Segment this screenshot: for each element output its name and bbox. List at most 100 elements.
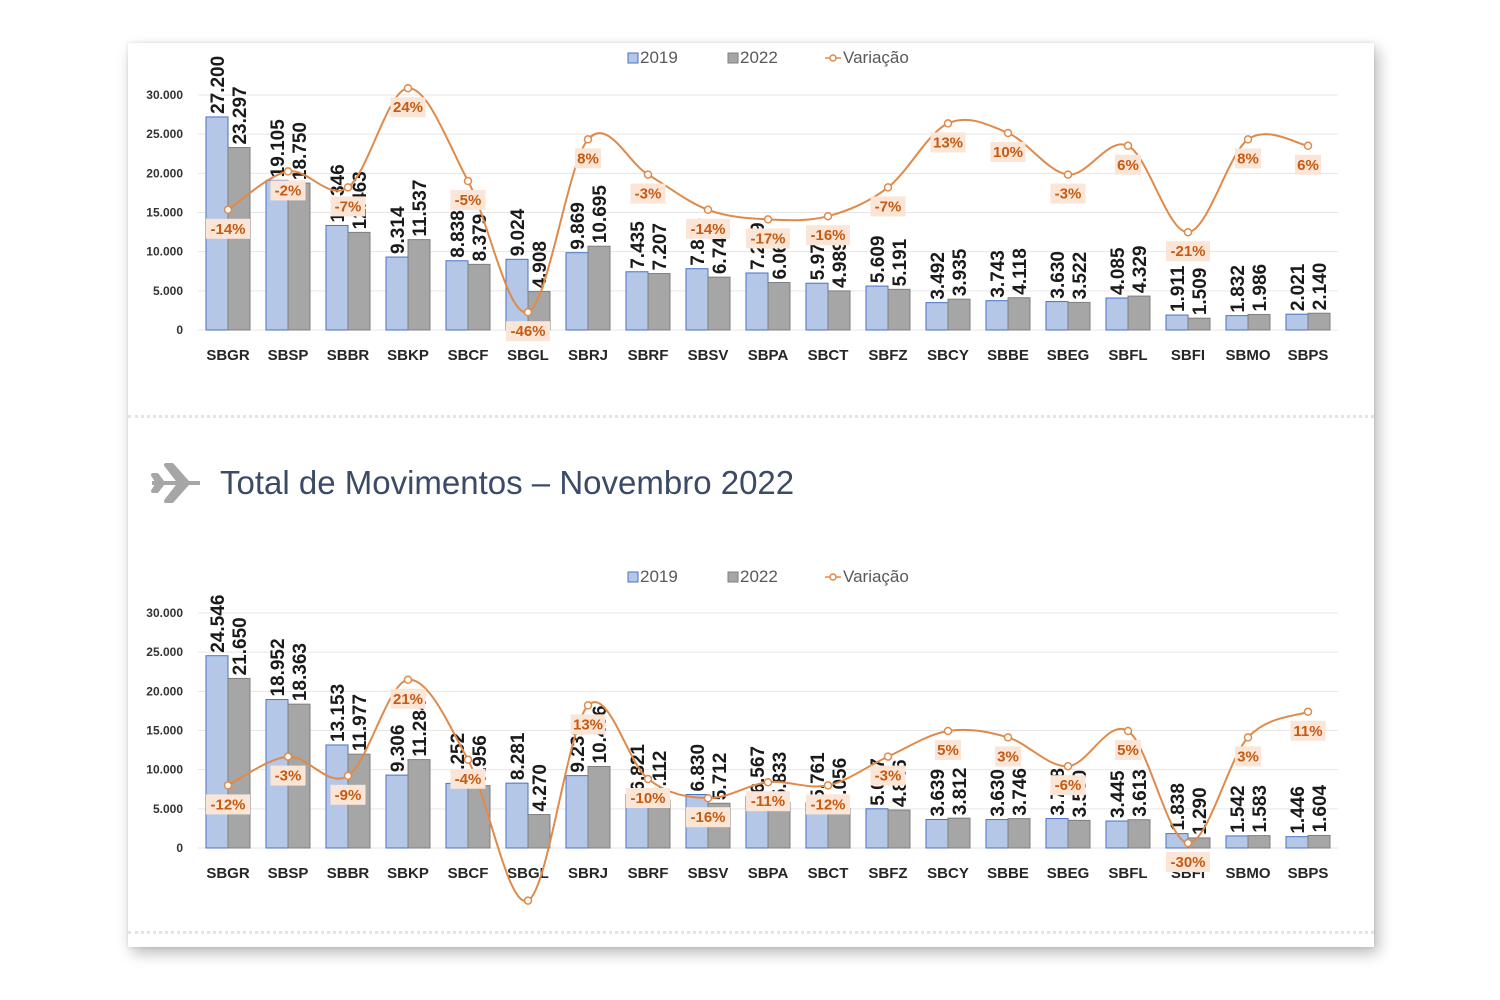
bar-value-label-2022: 18.363 <box>290 643 311 701</box>
variacao-label: 13% <box>933 134 963 151</box>
bar-2019 <box>865 808 889 849</box>
bar-2022 <box>647 273 671 331</box>
variacao-marker <box>583 701 593 710</box>
variacao-marker <box>583 135 593 144</box>
bar-value-label-2019: 5.609 <box>868 236 889 284</box>
variacao-label: -7% <box>335 198 362 215</box>
x-tick-label: SBFZ <box>868 347 907 364</box>
x-tick-label: SBGL <box>507 347 549 364</box>
variacao-marker <box>823 781 833 790</box>
bar-value-label-2019: 1.832 <box>1228 265 1249 313</box>
bar-value-label-2022: 3.613 <box>1130 769 1151 817</box>
bar-value-label-2019: 3.630 <box>988 769 1009 817</box>
bar-2022 <box>1067 301 1091 331</box>
variacao-label: -30% <box>1170 854 1205 871</box>
variacao-label-box <box>1295 154 1321 175</box>
x-tick-label: SBKP <box>387 347 429 364</box>
variacao-label-box <box>570 714 606 735</box>
x-tick-label: SBEG <box>1047 347 1090 364</box>
bar-2019 <box>1045 818 1069 849</box>
bar-2022 <box>767 282 791 331</box>
bar-value-label-2019: 7.435 <box>628 221 649 269</box>
variacao-label-box <box>270 765 306 786</box>
variacao-label: -12% <box>210 796 245 813</box>
bar-value-label-2022: 1.604 <box>1310 784 1331 832</box>
variacao-label-box <box>686 807 730 828</box>
variacao-label: -3% <box>875 768 902 785</box>
variacao-label: 6% <box>1297 157 1319 174</box>
bar-2022 <box>587 245 611 331</box>
variacao-label-box <box>206 794 250 815</box>
bar-value-label-2019: 1.446 <box>1288 786 1309 834</box>
variacao-label-box <box>206 218 250 239</box>
bar-2019 <box>625 271 649 331</box>
variacao-marker <box>823 211 833 221</box>
variacao-label-box <box>990 142 1026 162</box>
variacao-label: -11% <box>751 793 785 810</box>
variacao-marker <box>1063 170 1073 179</box>
y-tick-label: 25.000 <box>146 127 183 141</box>
bar-value-label-2019: 5.761 <box>808 752 829 800</box>
variacao-label: -6% <box>1055 777 1082 794</box>
variacao-label-box <box>930 132 966 153</box>
bar-value-label-2022: 21.650 <box>230 617 251 675</box>
variacao-label-box <box>935 740 961 760</box>
variacao-label: 5% <box>937 742 959 759</box>
bar-value-label-2019: 4.085 <box>1108 247 1129 295</box>
bar-2019 <box>805 282 829 331</box>
y-tick-label: 0 <box>176 841 183 855</box>
legend-swatch-2019 <box>627 52 639 64</box>
x-tick-label: SBFI <box>1171 347 1205 364</box>
variacao-label-box <box>1290 720 1326 741</box>
bar-value-label-2022: 10.406 <box>590 705 611 763</box>
bar-value-label-2022: 3.746 <box>1010 768 1031 816</box>
bar-value-label-2019: 13.153 <box>328 684 349 742</box>
variacao-label: -46% <box>510 323 545 340</box>
x-tick-label: SBRJ <box>568 865 608 882</box>
airplane-icon <box>151 463 200 503</box>
variacao-marker <box>763 777 773 787</box>
variacao-label-box <box>995 746 1021 767</box>
variacao-label: -21% <box>1170 243 1205 260</box>
bar-value-label-2022: 4.118 <box>1010 248 1031 295</box>
bar-2019 <box>1225 315 1249 331</box>
bar-value-label-2019: 3.492 <box>928 252 949 300</box>
variacao-marker <box>643 774 653 784</box>
x-tick-label: SBFZ <box>868 865 907 882</box>
bar-2022 <box>1007 297 1031 331</box>
variacao-label: -12% <box>810 796 845 813</box>
variacao-label-box <box>806 794 850 815</box>
variacao-label: -3% <box>275 768 302 785</box>
variacao-label-box <box>626 788 670 808</box>
bar-value-label-2022: 3.935 <box>950 248 971 296</box>
bar-value-label-2022: 8.379 <box>470 214 491 262</box>
legend-swatch-2019 <box>627 571 639 583</box>
bar-value-label-2019: 8.838 <box>448 210 469 258</box>
variacao-label: -2% <box>275 182 302 199</box>
x-tick-label: SBCY <box>927 347 969 364</box>
bar-value-label-2022: 7.207 <box>650 223 671 271</box>
bar-value-label-2022: 5.712 <box>710 753 731 801</box>
variacao-label: 13% <box>573 716 603 733</box>
bar-value-label-2022: 10.695 <box>590 185 611 244</box>
variacao-label-box <box>1050 775 1086 796</box>
variacao-marker <box>223 781 233 790</box>
bar-value-label-2019: 9.869 <box>568 202 589 250</box>
y-tick-label: 0 <box>176 323 183 337</box>
bar-2019 <box>985 819 1009 849</box>
legend-label-2019: 2019 <box>640 567 678 586</box>
variacao-marker <box>343 771 353 781</box>
x-tick-label: SBPA <box>748 347 789 364</box>
variacao-label-box <box>806 225 850 246</box>
x-tick-label: SBBE <box>987 865 1029 882</box>
bar-2022 <box>947 298 971 331</box>
bar-2019 <box>985 300 1009 331</box>
bar-2019 <box>505 782 529 849</box>
x-tick-label: SBMO <box>1226 347 1271 364</box>
bar-value-label-2019: 3.445 <box>1108 770 1129 818</box>
bar-value-label-2022: 1.509 <box>1190 268 1211 316</box>
x-tick-label: SBGR <box>206 347 250 364</box>
bar-value-label-2022: 11.977 <box>350 694 371 751</box>
x-tick-label: SBCT <box>808 865 849 882</box>
variacao-label: -10% <box>630 790 665 807</box>
